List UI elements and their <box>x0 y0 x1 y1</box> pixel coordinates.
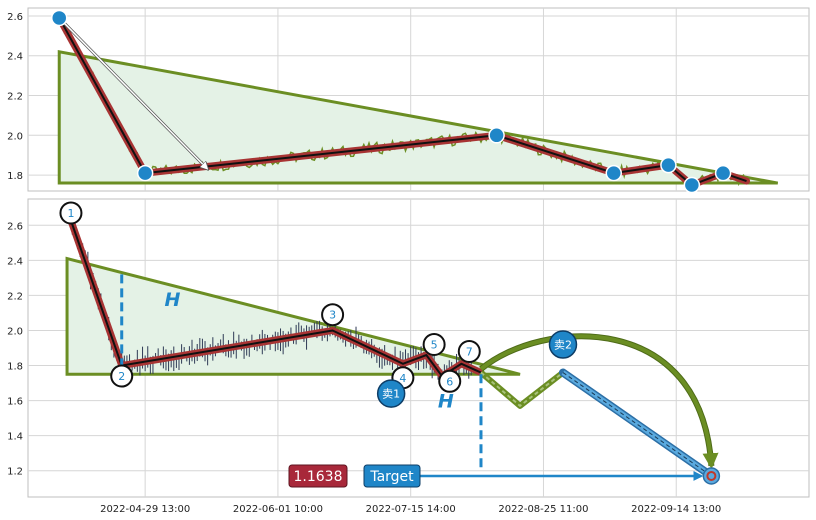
y-tick-label: 1.8 <box>7 171 23 182</box>
x-tick-label: 2022-09-14 13:00 <box>631 504 721 515</box>
top-chart-panel: 2.6 2.4 2.2 2.0 1.8 <box>7 7 810 194</box>
target-label-box: Target <box>363 464 421 488</box>
wave-node <box>605 164 622 182</box>
wave-label: 5 <box>431 338 438 351</box>
wave-label-circle <box>422 332 446 356</box>
wave-node <box>683 176 701 194</box>
y-tick-label: 1.8 <box>7 362 23 373</box>
arrow <box>58 17 207 169</box>
wave-label-circle <box>438 369 462 393</box>
wave-label: 2 <box>118 370 125 383</box>
target-label-text: Target <box>369 469 414 485</box>
sell-label-circle <box>548 330 578 359</box>
wave-label: 4 <box>399 372 406 385</box>
x-tick-label: 2022-04-29 13:00 <box>100 504 190 515</box>
triangle-pattern <box>65 256 521 376</box>
y-tick-label: 1.4 <box>7 432 23 443</box>
wave-node <box>136 164 154 182</box>
sell-label: 卖1 <box>382 388 400 401</box>
sell-label-circle <box>376 379 406 408</box>
wave-label: 1 <box>67 207 74 220</box>
value-label-box: 1.1638 <box>288 464 348 488</box>
h-label: H <box>438 391 454 413</box>
triangle-pattern <box>57 49 779 185</box>
y-tick-label: 2.6 <box>7 12 23 23</box>
target-path-dash <box>562 372 712 477</box>
y-tick-label: 2.4 <box>7 52 23 63</box>
projection-arc <box>479 334 719 470</box>
x-tick-label: 2022-07-15 14:00 <box>366 504 456 515</box>
target-point-ring <box>706 470 717 481</box>
wave-label-circle <box>321 303 345 327</box>
wave-label: 7 <box>466 346 473 359</box>
wave-node <box>488 127 505 144</box>
wave-node <box>660 156 677 174</box>
wave-path-inner <box>66 209 482 378</box>
wave-node <box>50 9 68 27</box>
y-tick-label: 1.6 <box>7 397 23 408</box>
x-tick-label: 2022-08-25 11:00 <box>498 504 588 515</box>
y-tick-label: 2.0 <box>7 131 23 142</box>
annotation-overlay: 1.1638 Target <box>288 464 421 488</box>
y-tick-label: 2.0 <box>7 326 23 337</box>
target-point <box>702 467 721 485</box>
wave-label-circle <box>457 340 481 364</box>
sell-label: 卖2 <box>554 338 572 351</box>
wave-node <box>714 164 732 182</box>
y-tick-label: 2.4 <box>7 256 23 267</box>
y-tick-label: 2.6 <box>7 221 23 232</box>
wave-label: 6 <box>446 375 453 388</box>
h-label: H <box>165 289 181 311</box>
y-tick-label: 1.2 <box>7 467 23 478</box>
y-tick-label: 2.2 <box>7 291 23 302</box>
value-label-text: 1.1638 <box>294 469 343 485</box>
projection-zigzag-inner <box>480 371 564 408</box>
wave-label-circle <box>59 201 83 225</box>
x-tick-label: 2022-06-01 10:00 <box>233 504 323 515</box>
wave-label: 3 <box>329 309 336 322</box>
bottom-chart-panel: 2.6 2.4 2.2 2.0 1.8 1.6 1.4 1.2 2022-04-29 13:00… <box>7 198 810 515</box>
y-tick-label: 2.2 <box>7 92 23 103</box>
wave-label-circle <box>110 364 134 388</box>
